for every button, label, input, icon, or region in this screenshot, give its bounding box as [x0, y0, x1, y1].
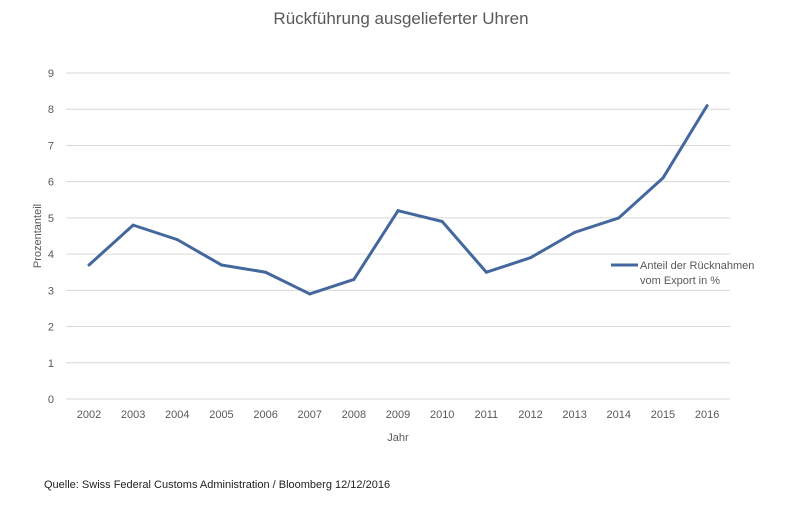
data-point: [396, 209, 400, 213]
x-tick-label: 2014: [607, 409, 631, 421]
x-axis-label: Jahr: [387, 432, 409, 444]
data-point: [352, 277, 356, 281]
data-point: [440, 220, 444, 224]
x-tick-label: 2003: [121, 409, 145, 421]
x-tick-label: 2016: [695, 409, 719, 421]
y-axis-label: Prozentanteil: [32, 204, 44, 268]
x-tick-label: 2009: [386, 409, 410, 421]
y-tick-label: 1: [48, 358, 54, 370]
data-point: [705, 104, 709, 108]
legend-label-line2: vom Export in %: [640, 275, 720, 287]
x-tick-label: 2013: [562, 409, 586, 421]
x-tick-label: 2006: [253, 409, 277, 421]
data-point: [219, 263, 223, 267]
legend: Anteil der Rücknahmen vom Export in %: [611, 260, 754, 287]
x-tick-label: 2010: [430, 409, 454, 421]
data-point: [573, 230, 577, 234]
x-tick-label: 2002: [77, 409, 101, 421]
y-tick-label: 7: [48, 140, 54, 152]
y-tick-label: 8: [48, 104, 54, 116]
data-point: [308, 292, 312, 296]
x-tick-label: 2004: [165, 409, 189, 421]
y-tick-label: 4: [48, 249, 54, 261]
chart-title: Rückführung ausgelieferter Uhren: [273, 9, 528, 28]
legend-label-line1: Anteil der Rücknahmen: [640, 260, 754, 272]
x-tick-label: 2015: [651, 409, 675, 421]
x-tick-label: 2012: [518, 409, 542, 421]
data-point: [484, 270, 488, 274]
x-tick-label: 2011: [475, 409, 499, 421]
data-point: [131, 223, 135, 227]
x-tick-label: 2005: [209, 409, 233, 421]
y-tick-label: 2: [48, 322, 54, 334]
data-point: [264, 270, 268, 274]
y-tick-label: 6: [48, 177, 54, 189]
data-point: [175, 238, 179, 242]
source-note: Quelle: Swiss Federal Customs Administra…: [44, 479, 391, 491]
x-tick-label: 2007: [298, 409, 322, 421]
y-tick-label: 3: [48, 285, 54, 297]
y-tick-label: 0: [48, 394, 54, 406]
data-point: [87, 263, 91, 267]
y-tick-label: 9: [48, 68, 54, 80]
data-point: [617, 216, 621, 220]
data-point: [529, 256, 532, 260]
x-tick-label: 2008: [342, 409, 366, 421]
data-point: [661, 176, 665, 180]
y-tick-label: 5: [48, 213, 54, 225]
